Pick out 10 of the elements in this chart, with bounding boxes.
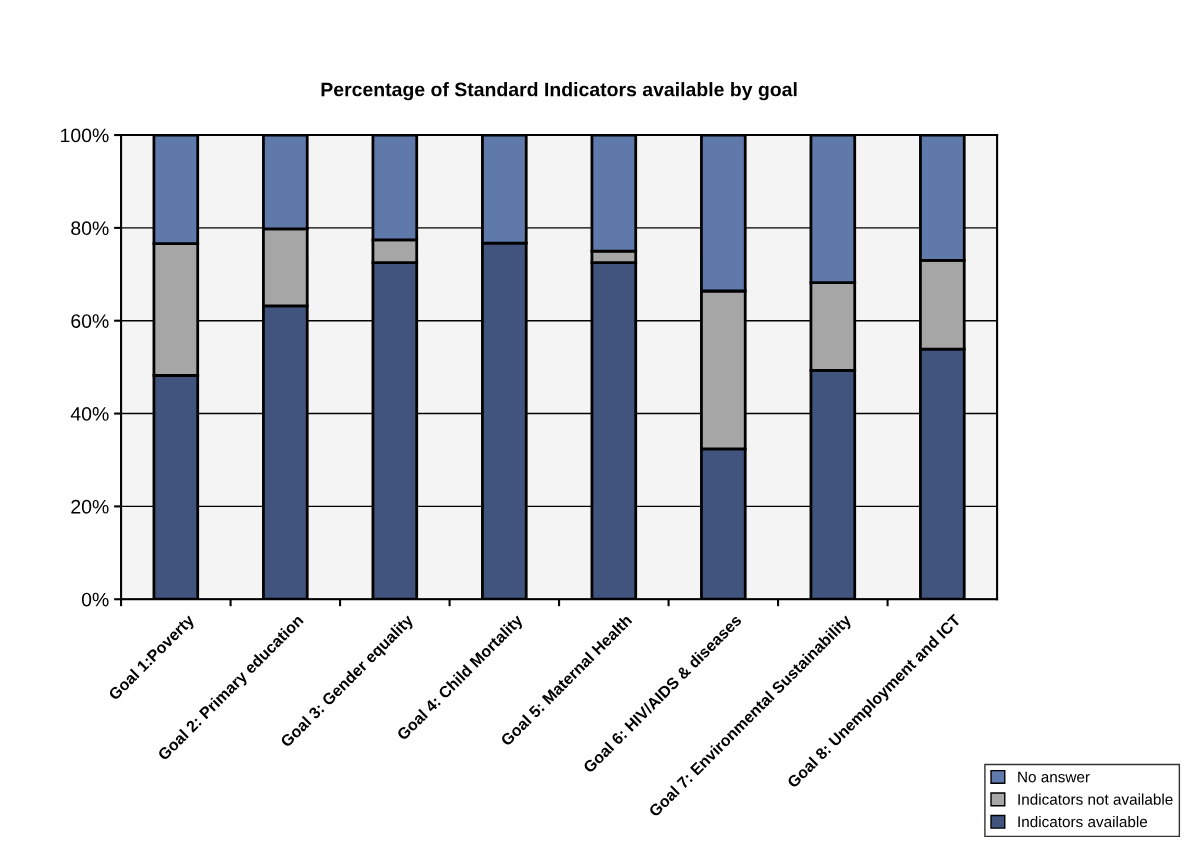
chart-title: Percentage of Standard Indicators available by goal bbox=[321, 82, 797, 101]
y-tick-label: 20% bbox=[71, 499, 109, 514]
y-tick-label: 100% bbox=[61, 128, 109, 143]
y-tick-label: 40% bbox=[70, 407, 109, 421]
y-tick-label: 0% bbox=[81, 592, 109, 607]
y-tick-label: 80% bbox=[71, 221, 109, 236]
legend-label: Indicators available bbox=[1018, 816, 1148, 828]
y-tick-label: 60% bbox=[71, 314, 109, 328]
legend-label: No answer bbox=[1018, 771, 1090, 783]
legend-label: Indicators not available bbox=[1018, 793, 1173, 805]
